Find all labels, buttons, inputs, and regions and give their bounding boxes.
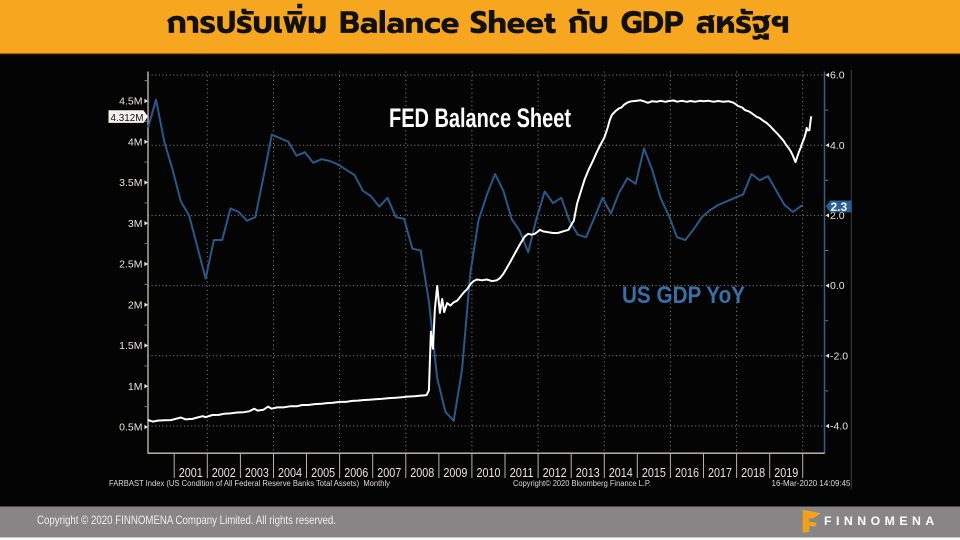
svg-text:2007: 2007 bbox=[377, 465, 401, 480]
svg-text:4M: 4M bbox=[128, 136, 143, 148]
svg-text:2M: 2M bbox=[128, 299, 143, 311]
svg-text:2006: 2006 bbox=[344, 465, 368, 480]
svg-text:2002: 2002 bbox=[212, 465, 236, 480]
svg-text:2011: 2011 bbox=[510, 465, 534, 480]
svg-text:3M: 3M bbox=[128, 218, 143, 230]
svg-text:2015: 2015 bbox=[642, 465, 666, 480]
svg-text:4.312M: 4.312M bbox=[111, 112, 144, 124]
svg-text:US GDP YoY: US GDP YoY bbox=[622, 282, 745, 309]
svg-text:4.0: 4.0 bbox=[830, 140, 845, 152]
svg-text:2016: 2016 bbox=[675, 465, 699, 480]
svg-text:-2.0: -2.0 bbox=[830, 350, 848, 362]
svg-text:16-Mar-2020 14:09:45: 16-Mar-2020 14:09:45 bbox=[772, 478, 851, 488]
svg-text:2.3: 2.3 bbox=[831, 200, 848, 214]
svg-text:6.0: 6.0 bbox=[830, 70, 845, 82]
svg-text:1M: 1M bbox=[128, 381, 143, 393]
svg-text:2014: 2014 bbox=[609, 465, 633, 480]
svg-text:0.0: 0.0 bbox=[830, 280, 845, 292]
svg-text:Copyright© 2020 Bloomberg Fina: Copyright© 2020 Bloomberg Finance L.P. bbox=[513, 478, 651, 488]
svg-text:2001: 2001 bbox=[179, 465, 203, 480]
svg-text:-4.0: -4.0 bbox=[830, 421, 848, 433]
svg-text:2005: 2005 bbox=[311, 465, 335, 480]
svg-text:2008: 2008 bbox=[410, 465, 434, 480]
svg-text:2010: 2010 bbox=[477, 465, 501, 480]
svg-text:FARBAST Index (US Condition of: FARBAST Index (US Condition of All Feder… bbox=[109, 478, 391, 488]
svg-text:2019: 2019 bbox=[774, 465, 798, 480]
svg-text:4.5M: 4.5M bbox=[119, 96, 142, 108]
svg-text:2012: 2012 bbox=[543, 465, 567, 480]
svg-text:FINNOMENA: FINNOMENA bbox=[824, 514, 939, 528]
svg-text:0.5M: 0.5M bbox=[119, 422, 142, 434]
svg-text:FED Balance Sheet: FED Balance Sheet bbox=[389, 103, 571, 133]
svg-text:2017: 2017 bbox=[708, 465, 732, 480]
svg-text:Copyright © 2020 FINNOMENA Com: Copyright © 2020 FINNOMENA Company Limit… bbox=[37, 514, 336, 527]
svg-text:2003: 2003 bbox=[245, 465, 269, 480]
svg-text:1.5M: 1.5M bbox=[119, 340, 142, 352]
svg-text:3.5M: 3.5M bbox=[119, 177, 142, 189]
svg-text:2.0: 2.0 bbox=[830, 210, 845, 222]
svg-text:2013: 2013 bbox=[576, 465, 600, 480]
svg-text:2018: 2018 bbox=[741, 465, 765, 480]
svg-text:2004: 2004 bbox=[278, 465, 302, 480]
svg-text:2009: 2009 bbox=[443, 465, 467, 480]
svg-text:2.5M: 2.5M bbox=[119, 259, 142, 271]
